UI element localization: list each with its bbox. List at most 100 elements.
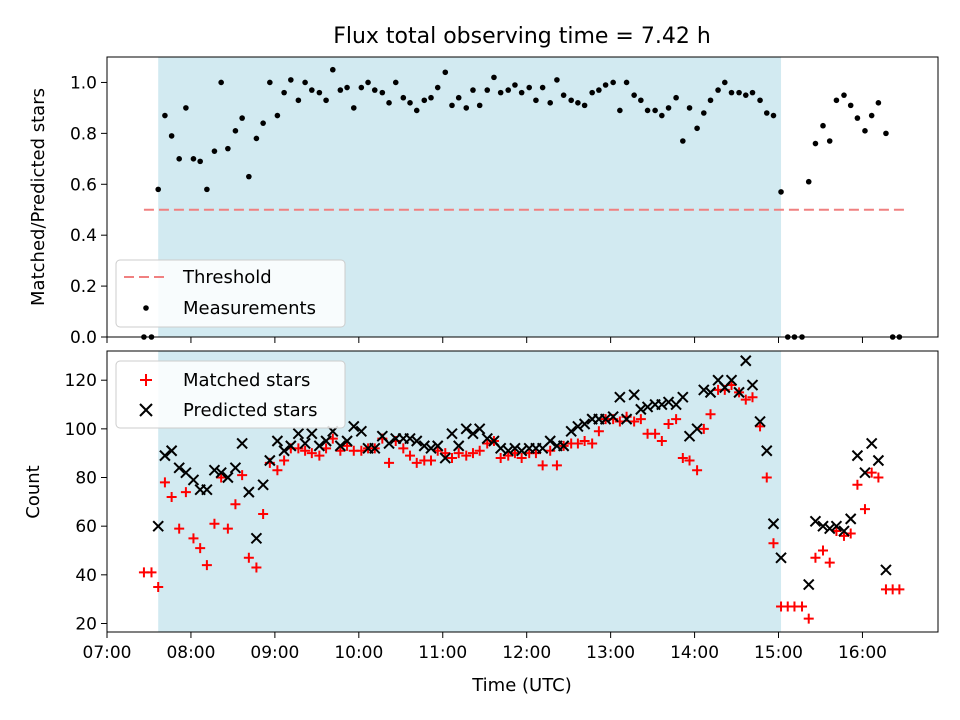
legend-matched-swatch (140, 374, 152, 386)
measurement-point-10 (211, 148, 218, 154)
predicted-star-point-26 (334, 440, 347, 452)
matched-star-point-77 (677, 453, 688, 464)
measurement-point-97 (820, 122, 826, 129)
matched-star-point-51 (495, 453, 506, 464)
measurement-point-8 (197, 158, 203, 165)
predicted-star-point-56 (544, 435, 556, 447)
matched-star-point-90 (768, 538, 779, 549)
predicted-star-point-100 (872, 454, 885, 467)
measurement-point-62 (575, 100, 581, 106)
measurement-point-61 (568, 97, 574, 104)
measurement-point-76 (673, 94, 679, 101)
predicted-star-point-29 (355, 425, 368, 437)
predicted-star-point-98 (859, 466, 871, 479)
matched-star-point-79 (692, 465, 703, 476)
measurement-point-15 (246, 173, 252, 180)
legend-matched-label: Matched stars (183, 370, 310, 391)
matched-star-point-104 (866, 467, 877, 478)
measurement-point-80 (701, 110, 707, 116)
measurement-point-77 (680, 138, 686, 144)
predicted-star-point-43 (452, 440, 465, 452)
measurement-point-49 (484, 87, 491, 93)
predicted-star-point-18 (278, 445, 290, 457)
predicted-star-point-41 (439, 452, 451, 464)
measurement-point-38 (407, 100, 413, 106)
top-y-tick-label-5: 1.0 (70, 73, 97, 93)
top-y-tick-label-1: 0.2 (70, 277, 97, 297)
top-legend-box (115, 259, 346, 328)
matched-star-point-11 (216, 472, 227, 483)
predicted-star-point-50 (502, 445, 514, 457)
measurement-point-40 (421, 97, 428, 104)
matched-star-point-87 (747, 392, 758, 403)
matched-star-point-105 (873, 472, 884, 483)
legend-measurements-label: Measurements (183, 298, 316, 319)
measurement-point-17 (260, 120, 266, 126)
predicted-star-point-5 (187, 474, 200, 486)
matched-star-point-100 (838, 530, 849, 541)
bottom-y-label: Count (23, 465, 44, 518)
measurement-point-20 (281, 89, 287, 96)
measurement-point-91 (778, 189, 784, 195)
matched-star-point-94 (797, 601, 808, 612)
predicted-star-point-92 (817, 520, 829, 532)
measurement-point-5 (176, 156, 182, 162)
predicted-star-point-47 (481, 432, 493, 445)
predicted-star-point-3 (173, 462, 185, 474)
measurement-point-65 (596, 87, 602, 93)
matched-star-point-29 (342, 440, 353, 451)
measurement-point-78 (686, 105, 693, 111)
matched-star-point-74 (656, 436, 667, 447)
measurement-point-101 (847, 102, 854, 109)
measurement-point-105 (875, 100, 882, 106)
top-y-tick-label-4: 0.8 (70, 124, 97, 144)
matched-star-point-13 (230, 499, 241, 510)
measurement-point-46 (463, 105, 470, 111)
measurement-point-43 (442, 69, 449, 76)
measurement-point-30 (350, 105, 357, 111)
matched-star-point-80 (698, 423, 709, 434)
top-y-tick-label-2: 0.4 (70, 226, 97, 246)
predicted-star-point-82 (725, 374, 738, 386)
predicted-star-point-60 (572, 420, 584, 433)
predicted-star-point-73 (662, 396, 675, 408)
x-tick-label-0: 07:00 (83, 643, 132, 663)
predicted-star-point-99 (865, 437, 878, 450)
matched-star-point-59 (551, 460, 562, 471)
bottom-panel: 20 40 60 80 100 120 07:00 08:00 09:00 10:00 11:00… (23, 350, 939, 696)
predicted-star-point-19 (285, 440, 297, 452)
predicted-star-point-31 (369, 442, 381, 455)
measurement-point-37 (400, 94, 407, 101)
predicted-star-point-101 (880, 564, 892, 576)
measurement-point-29 (344, 84, 350, 91)
legend-threshold-label: Threshold (182, 267, 272, 288)
matched-star-point-96 (810, 552, 821, 563)
measurement-point-87 (749, 89, 756, 96)
predicted-star-point-96 (844, 513, 857, 525)
matched-star-point-89 (761, 472, 772, 483)
measurement-point-73 (652, 107, 658, 114)
predicted-stars-points (152, 355, 892, 591)
measurement-point-100 (841, 92, 847, 98)
measurement-point-104 (868, 112, 875, 119)
matched-star-point-48 (474, 445, 485, 456)
measurement-point-16 (253, 135, 260, 142)
measurement-point-69 (623, 79, 630, 86)
measurement-point-23 (302, 79, 308, 86)
measurement-point-66 (602, 82, 609, 88)
matched-star-point-17 (258, 509, 269, 520)
matched-star-point-63 (579, 436, 590, 447)
measurement-point-14 (239, 115, 245, 121)
predicted-star-point-2 (165, 445, 178, 457)
predicted-star-point-37 (411, 435, 423, 447)
measurement-point-67 (610, 79, 616, 86)
measurement-point-39 (413, 107, 420, 114)
bottom-x-axis: 07:00 08:00 09:00 10:00 11:00 12:00 13:00 14:00… (83, 632, 887, 663)
predicted-star-point-39 (425, 442, 437, 455)
top-y-tick-label-3: 0.6 (70, 175, 97, 195)
measurement-point-28 (337, 87, 344, 93)
measurement-point-106 (883, 130, 889, 137)
bottom-y-tick-label-0: 20 (75, 614, 97, 634)
predicted-star-point-14 (250, 532, 263, 545)
